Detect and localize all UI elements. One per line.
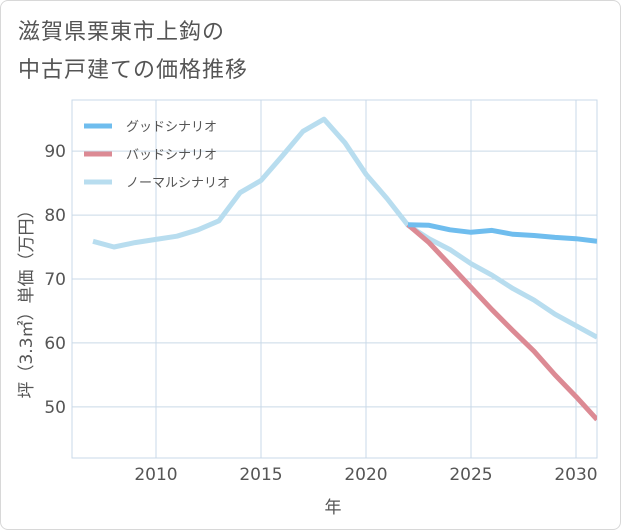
x-tick-label: 2010 [134,465,177,485]
x-tick-label: 2015 [239,465,282,485]
x-tick-label: 2030 [554,465,597,485]
axes [71,99,598,459]
chart-title-line1: 滋賀県栗東市上鈎の [18,20,226,45]
y-tick-label: 70 [44,270,66,290]
x-tick-label: 2025 [449,465,492,485]
y-tick-label: 80 [44,206,66,226]
x-axis-label: 年 [325,498,342,518]
plot-frame [71,99,598,459]
legend-label-good: グッドシナリオ [126,120,217,135]
legend-label-normal: ノーマルシナリオ [126,176,230,191]
series-line-normal [92,116,597,340]
grid-lines [72,100,597,458]
legend-label-bad: バッドシナリオ [126,148,217,163]
y-tick-label: 90 [44,142,66,162]
series-lines [92,116,597,422]
y-tick-label: 60 [44,334,66,354]
y-axis-label: 坪（3.3㎡）単価（万円） [17,201,37,398]
series-line-bad [406,222,597,422]
chart-title-line2: 中古戸建ての価格推移 [18,58,249,83]
chart-title: 滋賀県栗東市上鈎の 中古戸建ての価格推移 [18,14,578,90]
x-tick-label: 2020 [344,465,387,485]
tick-labels: 2010 2015 2020 2025 2030 50 60 70 80 90 [44,142,597,485]
series-line-good [407,222,597,244]
y-tick-label: 50 [44,398,66,418]
